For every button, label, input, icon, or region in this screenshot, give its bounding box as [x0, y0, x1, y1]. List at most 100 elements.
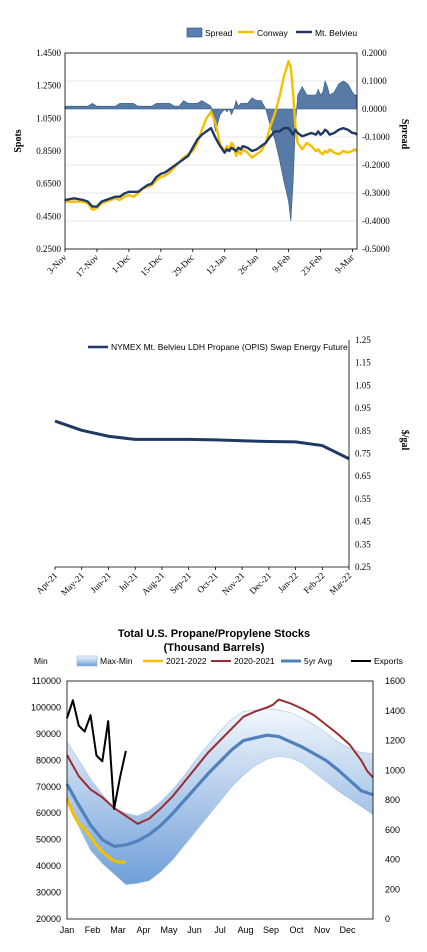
series-conway-line: [65, 59, 358, 212]
chart2-right-tick-label: 0.75: [355, 449, 371, 459]
chart3-x-tick-label: Mar: [110, 925, 126, 935]
chart3-right-tick-label: 1000: [385, 765, 405, 775]
chart3-x-tick-label: Dec: [339, 925, 356, 935]
chart1-right-tick-label: 0.2000: [362, 48, 387, 58]
chart2-right-tick-label: 0.85: [355, 426, 371, 436]
chart2-x-tick-label: Sep-21: [168, 570, 193, 595]
chart1-left-tick-label: 0.2500: [36, 244, 61, 254]
chart1-right-tick-label: -0.3000: [362, 188, 390, 198]
chart2-right-tick-label: 1.25: [355, 335, 371, 345]
chart3-left-tick-label: 20000: [36, 914, 61, 924]
chart3-x-tick-label: Oct: [289, 925, 304, 935]
chart2-x-tick-label: Oct-21: [195, 570, 220, 595]
chart3-left-tick-label: 90000: [36, 729, 61, 739]
chart3-series-lines: [65, 698, 374, 864]
chart1-left-tick-label: 1.4500: [36, 48, 61, 58]
chart3-left-tick-label: 40000: [36, 861, 61, 871]
chart1-legend: Spread Conway Mt. Belvieu: [186, 27, 357, 38]
legend-exports-label: Exports: [374, 656, 403, 666]
chart2-right-tick-label: 1.15: [355, 358, 371, 368]
chart1-x-tick-label: 9-Mar: [333, 252, 356, 275]
chart3-right-tick-label: 400: [385, 855, 400, 865]
chart1-gridlines: [65, 52, 357, 250]
chart1-x-tick-label: 12-Jan: [204, 252, 228, 276]
chart3-x-tick-label: Jun: [187, 925, 202, 935]
chart2-x-tick-label: Feb-22: [302, 570, 327, 595]
chart1-right-tick-label: 0.1000: [362, 76, 387, 86]
chart2-x-tick-label: Jul-21: [117, 570, 140, 593]
chart3-plot-frame: [66, 680, 374, 920]
chart2-right-tick-label: 0.65: [355, 471, 371, 481]
legend-maxmin-label: Max-Min: [100, 656, 133, 666]
chart1-left-tick-label: 0.6500: [36, 179, 61, 189]
chart1-x-tick-label: 15-Dec: [138, 252, 164, 278]
legend-spread-label: Spread: [205, 28, 233, 38]
legend-spread-swatch: [186, 27, 203, 38]
chart1-x-tick-label: 9-Feb: [270, 252, 292, 274]
chart3-right-tick-label: 1600: [385, 676, 405, 686]
chart1-left-axis-label: Spots: [13, 129, 24, 152]
chart2-x-tick-label: Nov-21: [220, 570, 247, 597]
chart3-x-tick-label: Jul: [214, 925, 226, 935]
chart1-series-lines: [64, 59, 358, 212]
chart2-x-tick-label: May-21: [59, 570, 86, 597]
chart3-left-tick-label: 50000: [36, 835, 61, 845]
chart2-series-line: [54, 419, 350, 461]
chart3-right-tick-label: 800: [385, 795, 400, 805]
chart3-right-tick-label: 1400: [385, 706, 405, 716]
series-2021-2022-line: [65, 798, 126, 864]
chart3-subtitle: (Thousand Barrels): [164, 642, 265, 654]
chart1-right-tick-label: -0.2000: [362, 160, 390, 170]
legend-2021-label: 2020-2021: [234, 656, 275, 666]
chart1-right-tick-label: 0.0000: [362, 104, 387, 114]
chart2-right-tick-label: 1.05: [355, 380, 371, 390]
series-5yr-avg-line: [65, 733, 374, 848]
legend-conway-label: Conway: [257, 28, 288, 38]
chart1-right-tick-label: -0.1000: [362, 132, 390, 142]
chart1-plot-frame: [64, 52, 358, 250]
chart3-x-tick-label: May: [160, 925, 178, 935]
chart1-spread-area: [64, 79, 358, 222]
series-exports-line: [66, 699, 127, 810]
chart2-right-tick-label: 0.25: [355, 562, 371, 572]
chart3-left-tick-label: 70000: [36, 782, 61, 792]
chart1-left-tick-label: 0.4500: [36, 211, 61, 221]
legend-min-label: Min: [34, 656, 48, 666]
chart2-x-tick-label: Aug-21: [140, 570, 167, 597]
spot-spread-chart: Spread Conway Mt. Belvieu Spots Spread 0…: [13, 27, 410, 279]
chart3-right-tick-label: 200: [385, 884, 400, 894]
chart3-left-tick-label: 110000: [32, 676, 61, 686]
chart2-x-tick-label: Jan-22: [276, 570, 300, 594]
chart3-right-tick-label: 1200: [385, 736, 405, 746]
chart3-right-tick-label: 0: [385, 914, 390, 924]
series-2020-2021-line: [66, 698, 374, 825]
series-swap-future-line: [54, 419, 350, 461]
chart2-legend: NYMEX Mt. Belvieu LDH Propane (OPIS) Swa…: [88, 342, 348, 352]
legend-2122-label: 2021-2022: [166, 656, 207, 666]
chart1-x-tick-label: 26-Jan: [236, 252, 260, 276]
chart3-x-tick-label: Sep: [263, 925, 279, 935]
chart1-left-tick-label: 1.2500: [36, 81, 61, 91]
chart1-right-tick-label: -0.5000: [362, 244, 390, 254]
chart3-right-tick-label: 600: [385, 825, 400, 835]
chart1-left-tick-label: 1.0500: [36, 113, 61, 123]
chart3-left-tick-label: 80000: [36, 755, 61, 765]
chart2-x-ticks: Apr-21 May-21 Jun-21 Jul-21 Aug-21 Sep-21 Oct-…: [34, 567, 353, 598]
chart2-right-ticks: 0.25 0.35 0.45 0.55 0.65 0.75 0.85 0.95 1.05 1.15…: [355, 335, 371, 572]
legend-5yr-label: 5yr Avg: [304, 656, 332, 666]
chart2-right-tick-label: 0.35: [355, 539, 371, 549]
chart2-x-tick-label: Jun-21: [88, 570, 112, 594]
series-spread-area: [64, 79, 358, 222]
chart2-right-tick-label: 0.45: [355, 517, 371, 527]
series-belvieu-line: [64, 126, 358, 208]
chart2-x-tick-label: Mar-22: [327, 570, 353, 596]
legend-swap-label: NYMEX Mt. Belvieu LDH Propane (OPIS) Swa…: [111, 342, 348, 352]
chart1-x-tick-label: 29-Dec: [170, 252, 196, 278]
chart3-left-tick-label: 30000: [36, 888, 61, 898]
chart1-x-tick-label: 1-Dec: [110, 252, 133, 275]
chart3-left-tick-label: 100000: [31, 702, 61, 712]
chart2-right-tick-label: 0.55: [355, 494, 371, 504]
chart1-x-tick-label: 23-Feb: [299, 252, 324, 277]
chart2-x-tick-label: Apr-21: [34, 570, 59, 595]
chart1-right-axis-label: Spread: [399, 119, 410, 150]
